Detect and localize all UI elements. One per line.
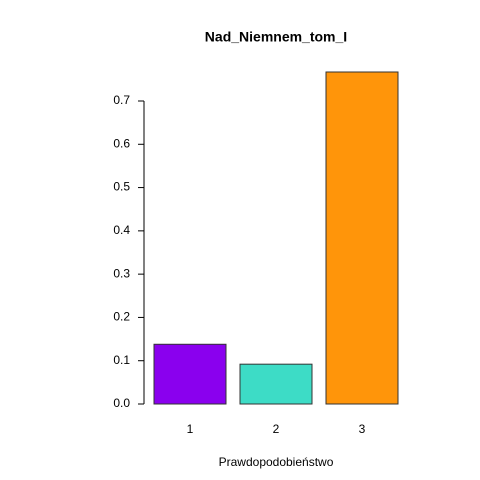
y-tick-label: 0.7 bbox=[113, 93, 130, 107]
bar bbox=[239, 363, 313, 405]
x-axis-label: Prawdopodobieństwo bbox=[219, 455, 334, 469]
y-tick-label: 0.6 bbox=[113, 136, 130, 150]
y-tick-label: 0.5 bbox=[113, 180, 130, 194]
x-tick-label: 1 bbox=[187, 422, 194, 436]
y-tick-label: 0.2 bbox=[113, 310, 130, 324]
y-tick-label: 0.1 bbox=[113, 353, 130, 367]
bar bbox=[153, 343, 227, 405]
bar bbox=[325, 71, 399, 405]
x-tick-label: 3 bbox=[359, 422, 366, 436]
y-tick-label: 0.3 bbox=[113, 266, 130, 280]
y-tick-label: 0.0 bbox=[113, 396, 130, 410]
x-tick-label: 2 bbox=[273, 422, 280, 436]
chart-title: Nad_Niemnem_tom_I bbox=[205, 29, 347, 45]
y-tick-label: 0.4 bbox=[113, 223, 130, 237]
